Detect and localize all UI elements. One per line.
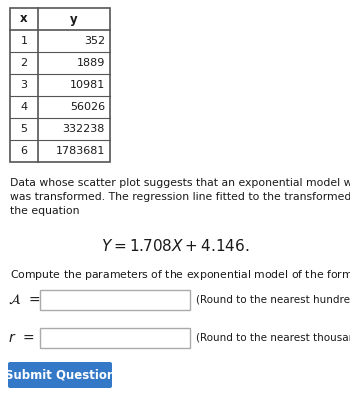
Text: 5: 5 bbox=[21, 124, 28, 134]
Text: (Round to the nearest thousandth): (Round to the nearest thousandth) bbox=[196, 333, 350, 343]
Bar bbox=[40, 328, 190, 348]
Text: 332238: 332238 bbox=[63, 124, 105, 134]
Text: y: y bbox=[70, 12, 78, 26]
Bar bbox=[40, 290, 190, 310]
Text: $\mathcal{A}$  =: $\mathcal{A}$ = bbox=[8, 293, 41, 307]
Text: 3: 3 bbox=[21, 80, 28, 90]
Text: 6: 6 bbox=[21, 146, 28, 156]
Bar bbox=[10, 8, 110, 162]
Text: 352: 352 bbox=[84, 36, 105, 46]
Text: Compute the parameters of the exponential model of the form $y = A \cdot e^{r \c: Compute the parameters of the exponentia… bbox=[10, 268, 350, 283]
FancyBboxPatch shape bbox=[8, 362, 112, 388]
Text: Data whose scatter plot suggests that an exponential model would be a good fit: Data whose scatter plot suggests that an… bbox=[10, 178, 350, 188]
Text: x: x bbox=[20, 12, 28, 26]
Text: was transformed. The regression line fitted to the transformed data (x, ln y) ha: was transformed. The regression line fit… bbox=[10, 192, 350, 202]
Text: 1783681: 1783681 bbox=[56, 146, 105, 156]
Text: 1: 1 bbox=[21, 36, 28, 46]
Text: (Round to the nearest hundredth): (Round to the nearest hundredth) bbox=[196, 295, 350, 305]
Text: $r$  =: $r$ = bbox=[8, 331, 35, 345]
Text: 1889: 1889 bbox=[77, 58, 105, 68]
Text: 56026: 56026 bbox=[70, 102, 105, 112]
Text: Submit Question: Submit Question bbox=[5, 368, 115, 382]
Text: 4: 4 bbox=[20, 102, 28, 112]
Text: 10981: 10981 bbox=[70, 80, 105, 90]
Text: $Y = 1.708X + 4.146.$: $Y = 1.708X + 4.146.$ bbox=[101, 238, 249, 254]
Text: the equation: the equation bbox=[10, 206, 79, 216]
Text: 2: 2 bbox=[20, 58, 28, 68]
